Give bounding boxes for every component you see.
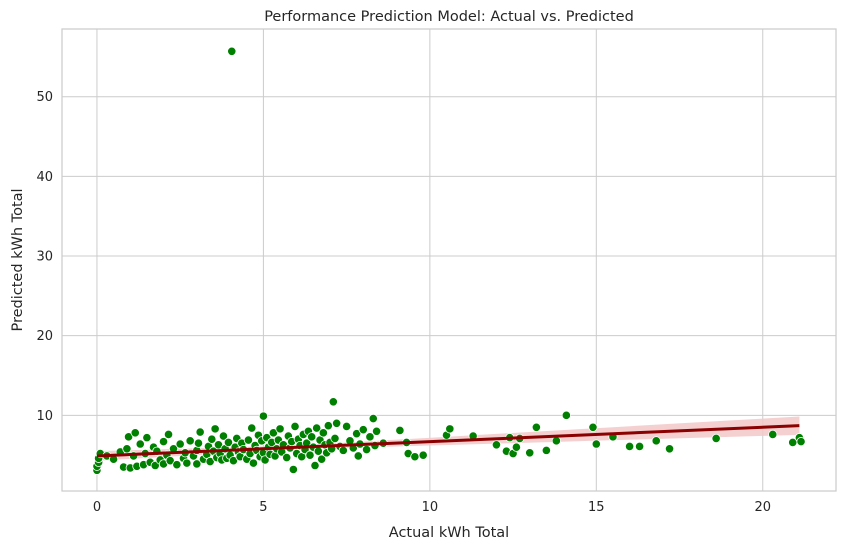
data-point (342, 421, 352, 432)
x-tick-label: 5 (259, 500, 267, 515)
y-axis-label: Predicted kWh Total (10, 188, 26, 331)
data-point (395, 425, 405, 436)
data-point (247, 423, 257, 433)
data-point (207, 434, 217, 444)
data-point (223, 437, 234, 448)
data-point (130, 428, 140, 438)
data-point (318, 428, 328, 438)
data-point (358, 425, 368, 435)
data-point (182, 458, 192, 468)
data-point (561, 410, 571, 420)
data-point (664, 444, 675, 454)
data-point (282, 452, 292, 463)
data-point (651, 436, 661, 446)
data-point (193, 438, 204, 448)
data-point (172, 460, 182, 470)
data-point (328, 397, 338, 407)
data-point (268, 428, 278, 438)
x-tick-label: 20 (754, 500, 771, 515)
data-point (711, 433, 721, 444)
data-point (210, 424, 220, 434)
tick-labels: 0 5 10 15 20 10 20 30 40 50 (36, 90, 771, 515)
data-point (591, 439, 601, 449)
data-point (353, 451, 363, 461)
plot-frame (61, 28, 837, 492)
data-point (362, 444, 372, 455)
data-point (312, 423, 322, 433)
data-point (352, 429, 362, 439)
data-point (365, 432, 375, 442)
data-point (142, 433, 152, 443)
data-point (305, 450, 315, 460)
data-point (418, 450, 428, 460)
data-point (275, 424, 285, 434)
data-point (445, 424, 455, 434)
regression-line (96, 424, 800, 458)
data-point (330, 433, 340, 444)
data-point (531, 422, 541, 432)
data-point (165, 456, 175, 466)
data-point (796, 437, 806, 447)
data-point (122, 444, 132, 454)
data-point (175, 439, 185, 449)
data-point (288, 464, 298, 475)
data-point (588, 422, 598, 432)
data-point (248, 458, 259, 468)
data-point (491, 440, 502, 450)
y-tick-label: 30 (36, 250, 53, 265)
data-point (313, 446, 323, 456)
data-point (541, 445, 551, 455)
data-points (92, 46, 806, 475)
data-point (634, 441, 645, 451)
data-point (624, 441, 635, 451)
data-point (338, 445, 348, 455)
data-point (551, 436, 561, 446)
y-tick-label: 10 (36, 409, 53, 424)
data-point (768, 429, 778, 440)
data-point (317, 454, 327, 464)
data-point (310, 460, 320, 471)
x-tick-label: 15 (588, 500, 605, 515)
y-tick-label: 40 (36, 170, 53, 185)
data-point (192, 459, 202, 469)
data-point (228, 456, 239, 466)
data-point (371, 426, 382, 436)
data-point (525, 448, 535, 458)
x-tick-label: 10 (422, 500, 439, 515)
data-point (332, 418, 342, 428)
data-point (258, 411, 269, 421)
data-point (368, 413, 378, 424)
data-point (163, 429, 174, 440)
x-axis-label: Actual kWh Total (389, 525, 509, 541)
y-tick-label: 20 (36, 329, 53, 344)
x-tick-label: 0 (93, 500, 101, 515)
grid (62, 29, 836, 491)
data-point (290, 421, 300, 432)
data-point (227, 46, 237, 56)
data-point (195, 427, 205, 437)
data-point (218, 431, 229, 441)
chart-title: Performance Prediction Model: Actual vs.… (264, 9, 634, 25)
data-point (323, 421, 333, 431)
data-point (135, 439, 145, 449)
data-point (158, 437, 169, 447)
data-point (243, 435, 254, 445)
data-point (123, 432, 134, 442)
data-point (213, 440, 224, 450)
y-tick-label: 50 (36, 90, 53, 105)
data-point (205, 456, 215, 467)
data-point (511, 442, 522, 452)
data-point (185, 436, 195, 446)
data-point (307, 432, 317, 442)
data-point (410, 452, 420, 462)
